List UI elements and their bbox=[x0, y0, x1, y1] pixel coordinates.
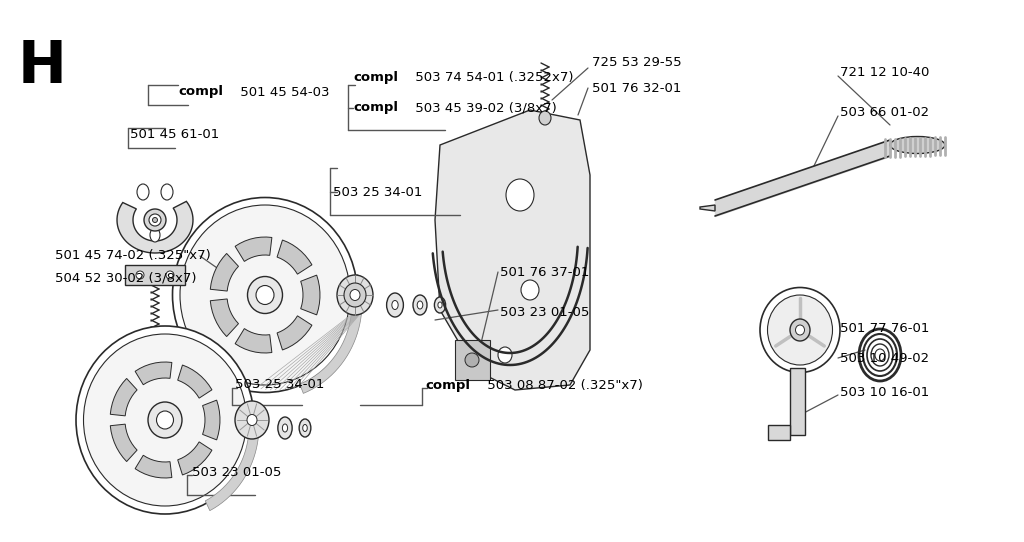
Text: 501 76 32-01: 501 76 32-01 bbox=[592, 81, 681, 94]
Ellipse shape bbox=[392, 300, 398, 309]
Ellipse shape bbox=[247, 415, 257, 425]
Polygon shape bbox=[111, 424, 137, 462]
Text: 503 25 34-01: 503 25 34-01 bbox=[333, 185, 422, 198]
Polygon shape bbox=[278, 240, 312, 274]
Ellipse shape bbox=[768, 295, 833, 365]
Text: 503 10 16-01: 503 10 16-01 bbox=[840, 385, 929, 398]
Polygon shape bbox=[117, 202, 193, 253]
Text: 504 52 30-02 (3/8x7): 504 52 30-02 (3/8x7) bbox=[55, 272, 197, 285]
Ellipse shape bbox=[76, 326, 254, 514]
Text: 721 12 10-40: 721 12 10-40 bbox=[840, 66, 930, 79]
Text: 501 76 37-01: 501 76 37-01 bbox=[500, 266, 590, 279]
Ellipse shape bbox=[144, 209, 166, 231]
Ellipse shape bbox=[417, 301, 423, 309]
Text: 501 45 74-02 (.325"x7): 501 45 74-02 (.325"x7) bbox=[55, 248, 211, 261]
Ellipse shape bbox=[387, 293, 403, 317]
Ellipse shape bbox=[465, 353, 479, 367]
Text: compl: compl bbox=[425, 378, 470, 391]
Ellipse shape bbox=[166, 271, 174, 279]
Ellipse shape bbox=[890, 137, 945, 153]
Ellipse shape bbox=[539, 111, 551, 125]
Ellipse shape bbox=[413, 295, 427, 315]
Ellipse shape bbox=[161, 184, 173, 200]
Text: 503 08 87-02 (.325"x7): 503 08 87-02 (.325"x7) bbox=[483, 378, 643, 391]
Polygon shape bbox=[111, 378, 137, 416]
Polygon shape bbox=[435, 110, 590, 390]
Polygon shape bbox=[210, 299, 239, 337]
Ellipse shape bbox=[157, 411, 173, 429]
Ellipse shape bbox=[283, 424, 288, 432]
Text: compl: compl bbox=[353, 70, 398, 83]
Ellipse shape bbox=[521, 280, 539, 300]
Ellipse shape bbox=[344, 283, 366, 307]
Ellipse shape bbox=[303, 424, 307, 431]
Polygon shape bbox=[768, 425, 790, 440]
Ellipse shape bbox=[84, 334, 247, 506]
Text: 503 23 01-05: 503 23 01-05 bbox=[500, 306, 590, 319]
Polygon shape bbox=[301, 275, 319, 315]
Ellipse shape bbox=[136, 271, 144, 279]
Polygon shape bbox=[210, 254, 239, 291]
Ellipse shape bbox=[790, 319, 810, 341]
Ellipse shape bbox=[498, 347, 512, 363]
Polygon shape bbox=[178, 442, 212, 475]
Ellipse shape bbox=[438, 302, 442, 308]
Polygon shape bbox=[455, 340, 490, 380]
Text: 725 53 29-55: 725 53 29-55 bbox=[592, 55, 682, 68]
Text: 503 66 01-02: 503 66 01-02 bbox=[840, 106, 929, 119]
Text: 503 74 54-01 (.3252x7): 503 74 54-01 (.3252x7) bbox=[412, 70, 573, 83]
Text: compl: compl bbox=[353, 101, 398, 114]
Polygon shape bbox=[790, 368, 805, 435]
Ellipse shape bbox=[760, 287, 840, 372]
Text: 503 45 39-02 (3/8x7): 503 45 39-02 (3/8x7) bbox=[412, 101, 557, 114]
Ellipse shape bbox=[278, 417, 292, 439]
Text: 503 25 34-01: 503 25 34-01 bbox=[234, 378, 325, 391]
Polygon shape bbox=[203, 400, 220, 440]
Ellipse shape bbox=[299, 419, 311, 437]
Ellipse shape bbox=[172, 197, 357, 392]
Ellipse shape bbox=[150, 214, 161, 226]
Polygon shape bbox=[178, 365, 212, 398]
Polygon shape bbox=[135, 455, 172, 478]
Polygon shape bbox=[236, 237, 272, 261]
Text: 501 45 61-01: 501 45 61-01 bbox=[130, 128, 219, 141]
Ellipse shape bbox=[180, 205, 350, 385]
Ellipse shape bbox=[434, 297, 445, 313]
Ellipse shape bbox=[256, 286, 274, 305]
Ellipse shape bbox=[796, 325, 805, 335]
Ellipse shape bbox=[350, 289, 360, 300]
Ellipse shape bbox=[248, 276, 283, 313]
Polygon shape bbox=[135, 362, 172, 385]
Ellipse shape bbox=[148, 402, 182, 438]
Polygon shape bbox=[205, 407, 259, 511]
Text: 503 10 49-02: 503 10 49-02 bbox=[840, 352, 929, 365]
Ellipse shape bbox=[506, 179, 534, 211]
Ellipse shape bbox=[150, 228, 160, 242]
Ellipse shape bbox=[234, 401, 269, 439]
Polygon shape bbox=[300, 274, 362, 393]
Ellipse shape bbox=[337, 275, 373, 315]
Text: 503 23 01-05: 503 23 01-05 bbox=[193, 466, 282, 479]
Polygon shape bbox=[700, 205, 715, 211]
Ellipse shape bbox=[153, 217, 158, 223]
Polygon shape bbox=[278, 316, 312, 350]
Polygon shape bbox=[236, 328, 272, 353]
Text: 501 77 76-01: 501 77 76-01 bbox=[840, 321, 930, 334]
Text: compl: compl bbox=[178, 86, 223, 99]
Text: H: H bbox=[18, 38, 67, 95]
Ellipse shape bbox=[137, 184, 150, 200]
Polygon shape bbox=[125, 265, 185, 285]
Text: 501 45 54-03: 501 45 54-03 bbox=[237, 86, 330, 99]
